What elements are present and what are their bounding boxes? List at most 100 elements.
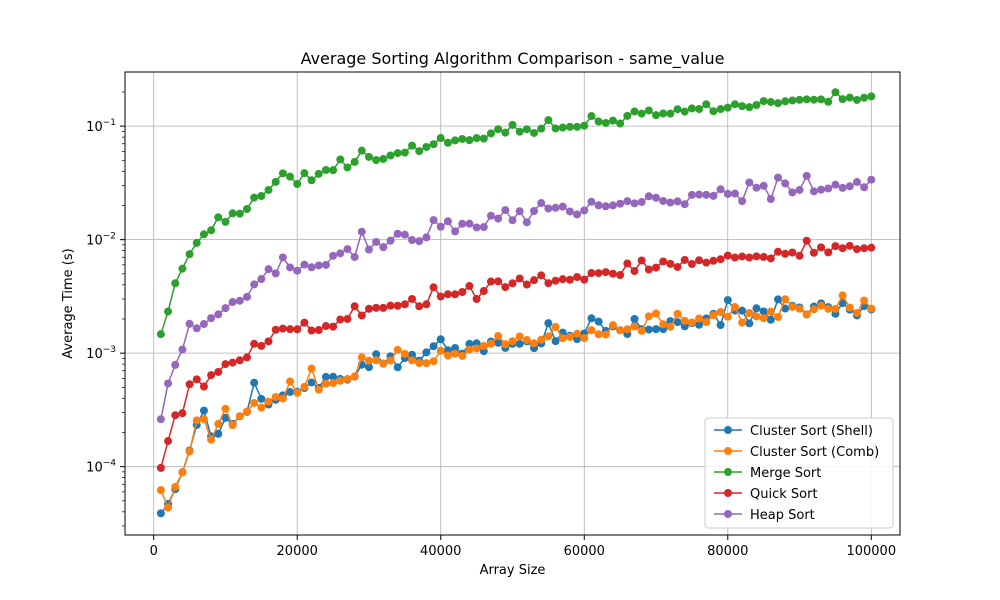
data-point bbox=[673, 197, 682, 206]
data-point bbox=[400, 300, 409, 309]
data-point bbox=[451, 136, 460, 145]
data-point bbox=[860, 183, 869, 192]
data-point bbox=[522, 280, 531, 289]
data-point bbox=[580, 275, 589, 284]
data-point bbox=[680, 255, 689, 264]
data-point bbox=[795, 251, 804, 260]
data-point bbox=[831, 180, 840, 189]
data-point bbox=[321, 372, 330, 381]
data-point bbox=[644, 106, 653, 115]
data-point bbox=[580, 334, 589, 343]
data-point bbox=[235, 209, 244, 218]
data-point bbox=[544, 116, 553, 125]
data-point bbox=[429, 342, 438, 351]
data-point bbox=[372, 303, 381, 312]
data-point bbox=[852, 245, 861, 254]
axes-frame bbox=[124, 71, 901, 536]
data-point bbox=[824, 304, 833, 313]
data-point bbox=[795, 95, 804, 104]
data-point bbox=[164, 437, 173, 446]
data-point bbox=[235, 412, 244, 421]
data-point bbox=[573, 273, 582, 282]
data-point bbox=[465, 219, 474, 228]
data-point bbox=[386, 356, 395, 365]
data-point bbox=[723, 189, 732, 198]
data-point bbox=[558, 123, 567, 132]
data-point bbox=[486, 339, 495, 348]
data-point bbox=[594, 117, 603, 126]
data-point bbox=[630, 322, 639, 331]
data-point bbox=[257, 191, 266, 200]
data-point bbox=[680, 316, 689, 325]
data-point bbox=[329, 378, 338, 387]
y-axis-label: Average Time (s) bbox=[61, 248, 76, 358]
data-point bbox=[329, 251, 338, 260]
data-point bbox=[580, 121, 589, 130]
data-point bbox=[286, 263, 295, 272]
data-point bbox=[745, 308, 754, 317]
data-point bbox=[422, 359, 431, 368]
data-point bbox=[501, 340, 510, 349]
data-point bbox=[565, 207, 574, 216]
x-tick-label: 60000 bbox=[564, 544, 605, 559]
data-point bbox=[695, 105, 704, 114]
data-point bbox=[673, 105, 682, 114]
data-point bbox=[752, 101, 761, 110]
x-tick-label: 100000 bbox=[846, 544, 896, 559]
data-point bbox=[652, 193, 661, 202]
data-point bbox=[666, 198, 675, 207]
data-point bbox=[408, 356, 417, 365]
data-point bbox=[156, 415, 165, 424]
data-point bbox=[357, 311, 366, 320]
data-point bbox=[436, 134, 445, 143]
data-point bbox=[738, 102, 747, 111]
data-point bbox=[522, 336, 531, 345]
x-tick-label: 20000 bbox=[277, 544, 318, 559]
data-point bbox=[551, 337, 560, 346]
data-point bbox=[214, 429, 223, 438]
data-point bbox=[458, 219, 467, 228]
data-point bbox=[171, 279, 180, 288]
data-point bbox=[537, 199, 546, 208]
data-point bbox=[802, 95, 811, 104]
data-point bbox=[616, 199, 625, 208]
data-point bbox=[515, 332, 524, 341]
data-point bbox=[343, 163, 352, 172]
data-point bbox=[673, 318, 682, 327]
data-point bbox=[472, 223, 481, 232]
data-point bbox=[644, 325, 653, 334]
data-point bbox=[817, 95, 826, 104]
data-point bbox=[752, 304, 761, 313]
data-point bbox=[522, 218, 531, 227]
data-point bbox=[472, 294, 481, 303]
data-point bbox=[530, 276, 539, 285]
data-point bbox=[501, 128, 510, 137]
data-point bbox=[314, 326, 323, 335]
data-point bbox=[515, 207, 524, 216]
data-point bbox=[508, 216, 517, 225]
data-point bbox=[451, 349, 460, 358]
data-point bbox=[652, 263, 661, 272]
data-point bbox=[644, 265, 653, 274]
data-point bbox=[594, 269, 603, 278]
data-point bbox=[594, 201, 603, 210]
data-point bbox=[530, 128, 539, 137]
data-point bbox=[242, 204, 251, 213]
data-point bbox=[838, 244, 847, 253]
data-point bbox=[845, 241, 854, 250]
data-point bbox=[422, 300, 431, 309]
data-point bbox=[336, 315, 345, 324]
data-point bbox=[257, 341, 266, 350]
data-point bbox=[723, 251, 732, 260]
data-point bbox=[537, 335, 546, 344]
data-point bbox=[594, 317, 603, 326]
data-point bbox=[364, 152, 373, 161]
data-point bbox=[702, 258, 711, 267]
data-point bbox=[637, 198, 646, 207]
data-point bbox=[738, 318, 747, 327]
data-point bbox=[221, 413, 230, 422]
data-point bbox=[235, 356, 244, 365]
data-point bbox=[300, 260, 309, 269]
data-point bbox=[286, 172, 295, 181]
data-point bbox=[164, 503, 173, 512]
